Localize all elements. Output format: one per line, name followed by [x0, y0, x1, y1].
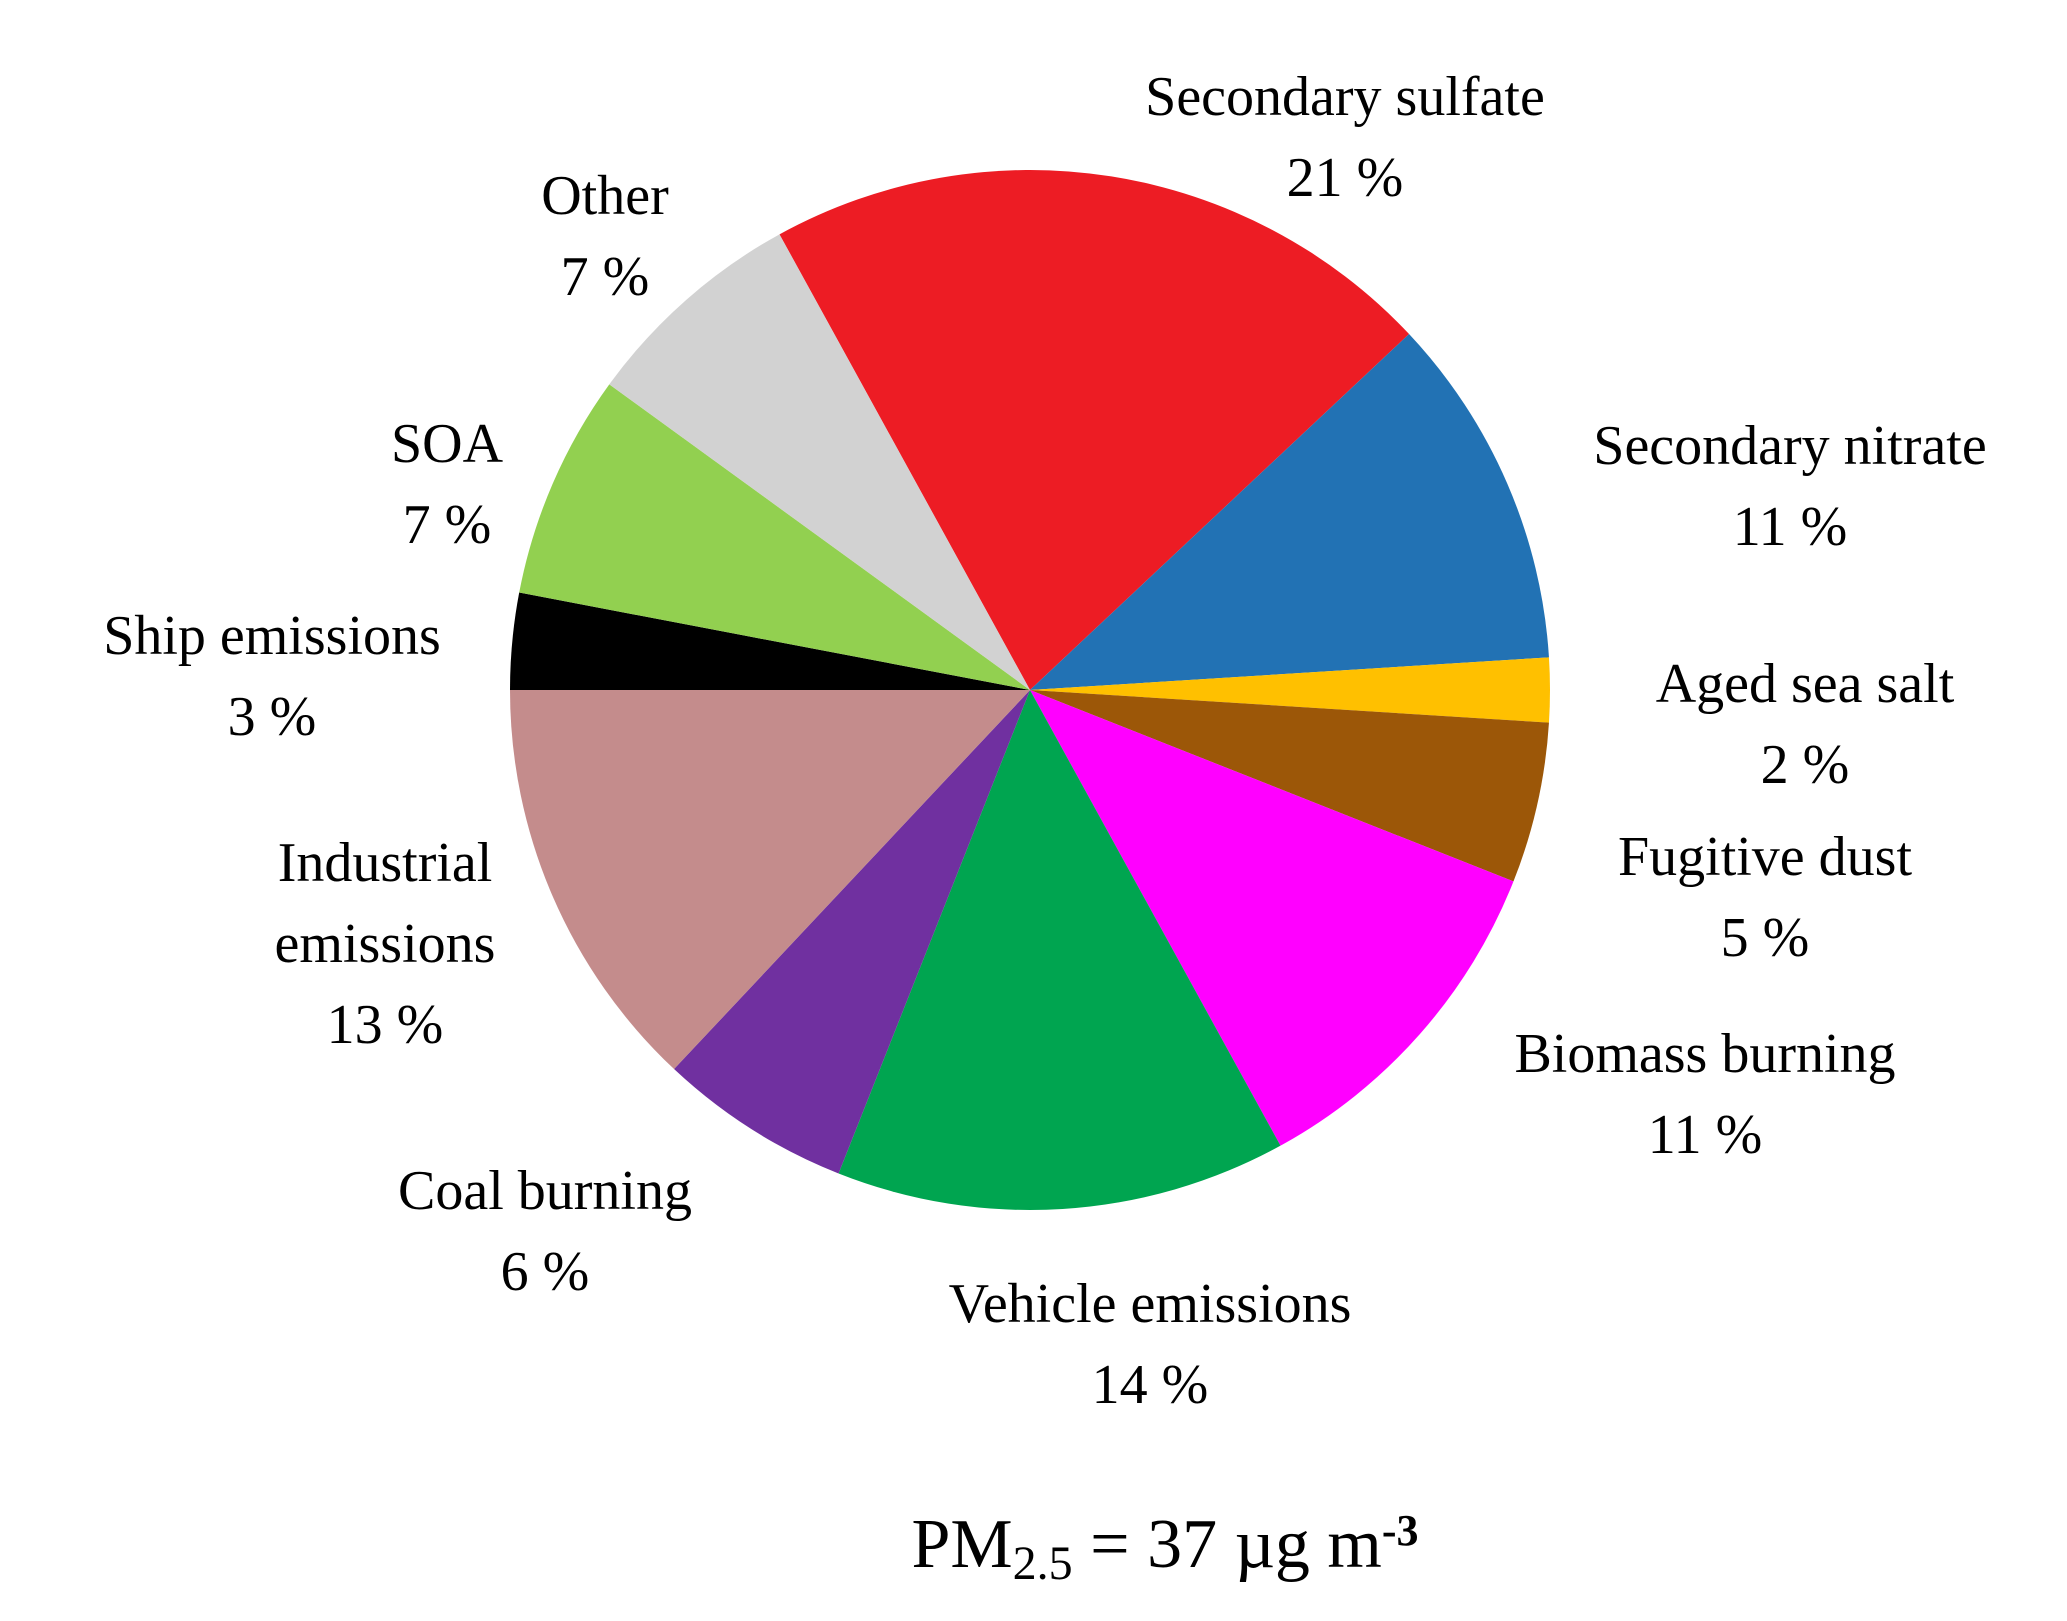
- pie-slice-biomass-burning: [1030, 690, 1514, 1146]
- slice-label-biomass-burning: Biomass burning 11 %: [1514, 1014, 1895, 1176]
- caption-superscript: -3: [1381, 1506, 1419, 1555]
- pie-slice-fugitive-dust: [1030, 690, 1549, 882]
- pm25-caption: PM2.5 = 37 µg m-3: [911, 1505, 1419, 1590]
- slice-percent: 13 %: [326, 994, 444, 1057]
- slice-percent: 5 %: [1720, 907, 1810, 969]
- slice-percent: 11 %: [1732, 496, 1848, 558]
- slice-percent: 21 %: [1286, 147, 1404, 209]
- slice-label-other: Other 7 %: [541, 156, 669, 318]
- slice-label-aged-sea-salt: Aged sea salt 2 %: [1656, 644, 1955, 806]
- slice-name: Other: [541, 164, 669, 227]
- pie-slice-ship-emissions: [510, 592, 1030, 690]
- pie-slice-secondary-sulfate: [779, 170, 1410, 691]
- slice-percent: 3 %: [227, 686, 317, 748]
- slice-name: Industrial emissions: [274, 832, 496, 976]
- slice-label-fugitive-dust: Fugitive dust 5 %: [1618, 817, 1912, 979]
- slice-percent: 11 %: [1647, 1104, 1763, 1166]
- slice-label-ship-emissions: Ship emissions 3 %: [103, 596, 441, 758]
- slice-percent: 7 %: [560, 246, 650, 308]
- slice-name: Aged sea salt: [1655, 652, 1955, 715]
- caption-subscript: 2.5: [1012, 1537, 1073, 1590]
- slice-label-vehicle-emissions: Vehicle emissions 14 %: [949, 1264, 1352, 1426]
- slice-name: Biomass burning: [1514, 1022, 1896, 1085]
- slice-percent: 6 %: [500, 1241, 590, 1303]
- slice-label-secondary-sulfate: Secondary sulfate 21 %: [1145, 57, 1545, 219]
- slice-name: Secondary nitrate: [1593, 414, 1987, 477]
- pie-slice-aged-sea-salt: [1030, 657, 1550, 723]
- slice-label-secondary-nitrate: Secondary nitrate 11 %: [1593, 406, 1986, 568]
- slice-percent: 7 %: [402, 494, 492, 556]
- slice-label-soa: SOA 7 %: [391, 404, 503, 566]
- slice-name: Coal burning: [398, 1159, 692, 1222]
- caption-middle: = 37 µg m: [1072, 1506, 1382, 1583]
- slice-name: Fugitive dust: [1617, 825, 1913, 888]
- pie-slice-vehicle-emissions: [838, 690, 1281, 1210]
- slice-name: Vehicle emissions: [948, 1272, 1352, 1335]
- pie-slice-industrial-emissions: [510, 690, 1030, 1070]
- slice-percent: 14 %: [1091, 1354, 1209, 1416]
- pie-slice-other: [609, 234, 1030, 690]
- slice-name: Secondary sulfate: [1145, 65, 1545, 128]
- slice-name: Ship emissions: [103, 604, 441, 667]
- slice-label-coal-burning: Coal burning 6 %: [398, 1151, 692, 1313]
- slice-percent: 2 %: [1760, 734, 1850, 796]
- caption-prefix: PM: [911, 1506, 1013, 1583]
- slice-label-industrial-emissions: Industrial emissions 13 %: [230, 823, 540, 1067]
- pie-slice-secondary-nitrate: [1030, 334, 1549, 690]
- pie-slice-soa: [519, 384, 1030, 690]
- slice-name: SOA: [390, 412, 504, 475]
- pie-slice-coal-burning: [674, 690, 1030, 1174]
